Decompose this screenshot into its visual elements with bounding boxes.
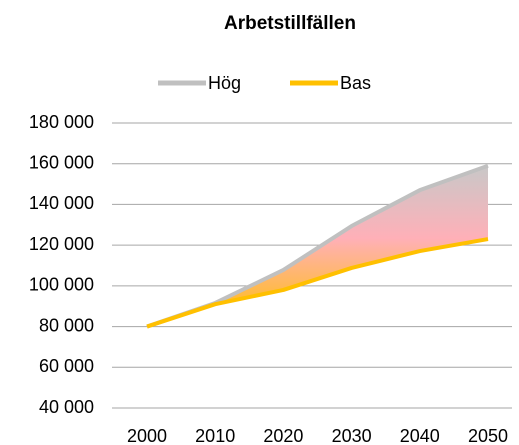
x-tick-label: 2040 (400, 426, 440, 445)
series-line (146, 237, 489, 329)
y-tick-label: 160 000 (29, 152, 94, 172)
y-tick-label: 60 000 (39, 356, 94, 376)
legend-label: Hög (208, 73, 241, 93)
x-tick-label: 2020 (263, 426, 303, 445)
x-tick-label: 2000 (127, 426, 167, 445)
y-tick-label: 140 000 (29, 193, 94, 213)
legend-label: Bas (340, 73, 371, 93)
y-tick-label: 100 000 (29, 275, 94, 295)
y-tick-label: 180 000 (29, 112, 94, 132)
band-fill (147, 165, 488, 327)
x-tick-label: 2050 (468, 426, 508, 445)
plot: 40 000 60 000 80 000 100 000 120 000 140 000 1… (29, 73, 512, 445)
x-tick-label: 2030 (332, 426, 372, 445)
x-tick-label: 2010 (195, 426, 235, 445)
chart-title: Arbetstillfällen (224, 13, 356, 34)
y-tick-label: 40 000 (39, 397, 94, 417)
y-tick-label: 80 000 (39, 315, 94, 335)
y-tick-label: 120 000 (29, 234, 94, 254)
